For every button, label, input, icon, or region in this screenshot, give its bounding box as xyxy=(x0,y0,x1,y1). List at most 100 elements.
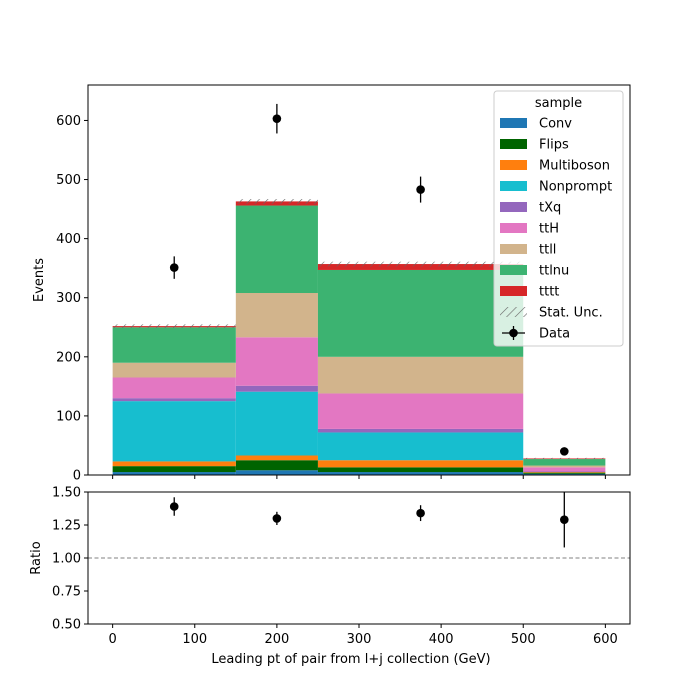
legend-label-tttt: tttt xyxy=(539,285,559,300)
bar-multiboson-bin-3 xyxy=(523,472,606,473)
ratio-xtick-label-2: 200 xyxy=(264,632,289,647)
ratio-ytick-label-0: 0.50 xyxy=(52,618,81,633)
legend-swatch-multiboson xyxy=(500,160,527,170)
ratio-xtick-label-1: 100 xyxy=(182,632,207,647)
legend-label-multiboson: Multiboson xyxy=(539,159,610,174)
legend-label-txq: tXq xyxy=(539,201,561,216)
main-ytick-label-0: 0 xyxy=(73,469,81,484)
data-point-1 xyxy=(272,114,282,123)
ratio-xtick-label-3: 300 xyxy=(347,632,372,647)
series-multiboson xyxy=(112,455,606,473)
ratio-point-2 xyxy=(416,508,425,518)
bar-ttlnu-bin-2 xyxy=(317,269,524,357)
bar-ttll-bin-1 xyxy=(235,293,318,338)
series-ttlnu xyxy=(112,205,606,466)
data-point-2 xyxy=(416,185,425,194)
bar-ttlnu-bin-1 xyxy=(235,205,318,293)
legend-swatch-stat-unc xyxy=(500,307,527,317)
legend-label-stat-unc: Stat. Unc. xyxy=(539,306,603,321)
bar-conv-bin-2 xyxy=(317,472,524,475)
ratio-ytick-label-3: 1.25 xyxy=(52,519,81,534)
main-panel: 0 100 200 300 400 500 600 Events xyxy=(32,84,631,484)
legend-label-conv: Conv xyxy=(539,117,572,132)
bar-tth-bin-3 xyxy=(523,467,606,472)
main-ytick-label-4: 400 xyxy=(56,232,81,247)
ratio-ylabel: Ratio xyxy=(29,541,44,574)
main-ytick-label-1: 100 xyxy=(56,409,81,424)
legend-title: sample xyxy=(535,96,582,111)
ratio-xtick-label-6: 600 xyxy=(593,632,618,647)
data-point-3 xyxy=(560,447,569,456)
ratio-panel: 0.50 0.75 1.00 1.25 1.50 0 100 200 300 400 500 600 R… xyxy=(29,486,631,667)
bar-conv-bin-3 xyxy=(523,473,606,475)
legend-label-ttll: ttll xyxy=(539,243,556,258)
bar-flips-bin-2 xyxy=(317,467,524,473)
main-ylabel: Events xyxy=(32,258,47,302)
ratio-point-1 xyxy=(272,514,282,523)
ratio-xtick-label-4: 400 xyxy=(429,632,454,647)
legend-swatch-ttlnu xyxy=(500,265,527,275)
bar-txq-bin-3 xyxy=(523,471,606,473)
bar-flips-bin-1 xyxy=(235,460,318,471)
bar-multiboson-bin-1 xyxy=(235,455,318,461)
stat-unc-band xyxy=(112,199,606,460)
legend-entry-stat-unc: Stat. Unc. xyxy=(500,306,603,321)
main-ytick-label-5: 500 xyxy=(56,173,81,188)
main-ytick-label-3: 300 xyxy=(56,291,81,306)
legend: sample Conv Flips Multiboson Nonprompt tXq ttH… xyxy=(493,90,624,347)
legend-label-data: Data xyxy=(539,327,570,342)
legend-entry-flips: Flips xyxy=(500,138,569,153)
series-nonprompt xyxy=(112,391,524,462)
ratio-point-0 xyxy=(169,502,179,511)
legend-swatch-txq xyxy=(500,202,527,212)
legend-swatch-flips xyxy=(500,139,527,149)
bar-nonprompt-bin-2 xyxy=(317,432,524,461)
stat-unc-bin-1 xyxy=(235,199,318,204)
legend-swatch-ttll xyxy=(500,244,527,254)
legend-entry-data: Data xyxy=(502,326,570,342)
legend-label-nonprompt: Nonprompt xyxy=(539,180,612,195)
series-flips xyxy=(112,460,606,474)
legend-entry-ttll: ttll xyxy=(500,243,556,258)
legend-label-ttlnu: ttlnu xyxy=(539,264,569,279)
data-points xyxy=(169,103,569,456)
legend-swatch-nonprompt xyxy=(500,181,527,191)
main-ytick-label-6: 600 xyxy=(56,114,81,129)
ratio-point-3 xyxy=(560,515,569,525)
legend-entry-txq: tXq xyxy=(500,201,561,216)
series-txq xyxy=(112,385,606,473)
legend-label-tth: ttH xyxy=(539,222,559,237)
stat-unc-bin-0 xyxy=(112,324,236,328)
bar-txq-bin-0 xyxy=(112,398,236,402)
bar-tth-bin-1 xyxy=(235,337,318,386)
legend-entry-multiboson: Multiboson xyxy=(500,159,610,174)
legend-data-marker xyxy=(509,328,518,338)
stat-unc-bin-2 xyxy=(317,261,524,267)
main-ytick-label-2: 200 xyxy=(56,350,81,365)
legend-entry-ttlnu: ttlnu xyxy=(500,264,569,279)
ratio-xtick-label-5: 500 xyxy=(511,632,536,647)
bar-ttlnu-bin-0 xyxy=(112,327,236,363)
ratio-ytick-label-4: 1.50 xyxy=(52,486,81,501)
legend-swatch-tth xyxy=(500,223,527,233)
bar-ttll-bin-0 xyxy=(112,362,236,378)
bar-ttlnu-bin-3 xyxy=(523,459,606,466)
legend-entry-tttt: tttt xyxy=(500,285,559,300)
series-conv xyxy=(112,470,606,475)
bar-txq-bin-1 xyxy=(235,385,318,392)
bar-flips-bin-0 xyxy=(112,466,236,473)
bar-multiboson-bin-0 xyxy=(112,461,236,467)
legend-entry-tth: ttH xyxy=(500,222,559,237)
bar-nonprompt-bin-1 xyxy=(235,391,318,456)
data-point-0 xyxy=(169,263,179,272)
ratio-ytick-label-2: 1.00 xyxy=(52,552,81,567)
bar-conv-bin-1 xyxy=(235,470,318,475)
bar-txq-bin-2 xyxy=(317,428,524,433)
legend-swatch-conv xyxy=(500,118,527,128)
bar-ttll-bin-3 xyxy=(523,465,606,468)
stat-unc-bin-3 xyxy=(523,457,606,460)
legend-entry-conv: Conv xyxy=(500,117,572,132)
ratio-xtick-label-0: 0 xyxy=(108,632,116,647)
series-tth xyxy=(112,337,606,472)
